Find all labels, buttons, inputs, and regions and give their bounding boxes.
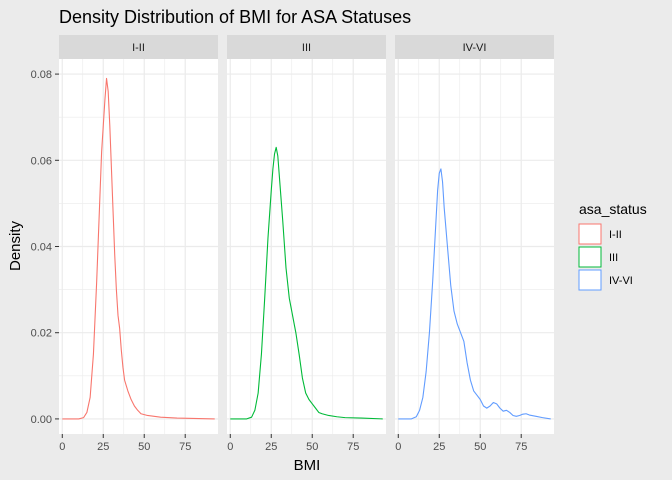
x-tick-label: 50 xyxy=(138,441,150,453)
x-tick-label: 75 xyxy=(515,441,527,453)
density-line-I-II xyxy=(62,77,215,420)
x-tick-label: 50 xyxy=(474,441,486,453)
chart-title: Density Distribution of BMI for ASA Stat… xyxy=(59,7,411,27)
facet-IV-VI: IV-VI 0 25 50 75 xyxy=(395,35,554,453)
facets: I-II 0 25 50 75 III 0 25 50 75 IV-VI 0 25 50 75 xyxy=(59,35,554,453)
legend-keys: I-II III IV-VI xyxy=(578,223,633,291)
legend: asa_status I-II III IV-VI xyxy=(578,201,647,291)
facet-III: III 0 25 50 75 xyxy=(227,35,386,453)
x-tick-label: 25 xyxy=(433,441,445,453)
legend-key-I-II xyxy=(578,223,602,245)
x-tick-label: 0 xyxy=(59,441,65,453)
legend-key-IV-VI xyxy=(578,269,602,291)
x-tick-label: 0 xyxy=(227,441,233,453)
legend-label: I-II xyxy=(609,229,622,241)
y-tick-label: 0.08 xyxy=(31,69,52,81)
y-tick-label: 0.00 xyxy=(31,414,52,426)
facet-I-II: I-II 0 25 50 75 xyxy=(59,35,218,453)
density-line-IV-VI xyxy=(398,168,551,420)
facet-strip xyxy=(59,35,218,59)
x-tick-label: 0 xyxy=(395,441,401,453)
x-tick-label: 50 xyxy=(306,441,318,453)
x-tick-label: 25 xyxy=(97,441,109,453)
y-tick-label: 0.02 xyxy=(31,328,52,340)
x-axis-title: BMI xyxy=(294,457,321,474)
density-line-III xyxy=(230,146,383,420)
facet-strip-label: I-II xyxy=(132,42,145,54)
facet-strip xyxy=(227,35,386,59)
facet-strip xyxy=(395,35,554,59)
facet-strip-label: III xyxy=(302,42,311,54)
x-tick-label: 25 xyxy=(265,441,277,453)
y-axis: 0.00 0.02 0.04 0.06 0.08 xyxy=(31,69,59,426)
y-tick-label: 0.04 xyxy=(31,242,52,254)
y-tick-label: 0.06 xyxy=(31,155,52,167)
legend-label: III xyxy=(609,252,618,264)
legend-title: asa_status xyxy=(579,201,647,217)
legend-label: IV-VI xyxy=(609,275,633,287)
x-tick-label: 75 xyxy=(179,441,191,453)
y-axis-title: Density xyxy=(7,220,24,271)
legend-key-III xyxy=(578,246,602,268)
facet-strip-label: IV-VI xyxy=(463,42,487,54)
x-tick-label: 75 xyxy=(347,441,359,453)
